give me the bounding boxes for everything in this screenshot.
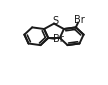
Text: S: S	[52, 16, 58, 26]
Text: Br: Br	[74, 15, 85, 25]
Text: Br: Br	[53, 34, 64, 44]
